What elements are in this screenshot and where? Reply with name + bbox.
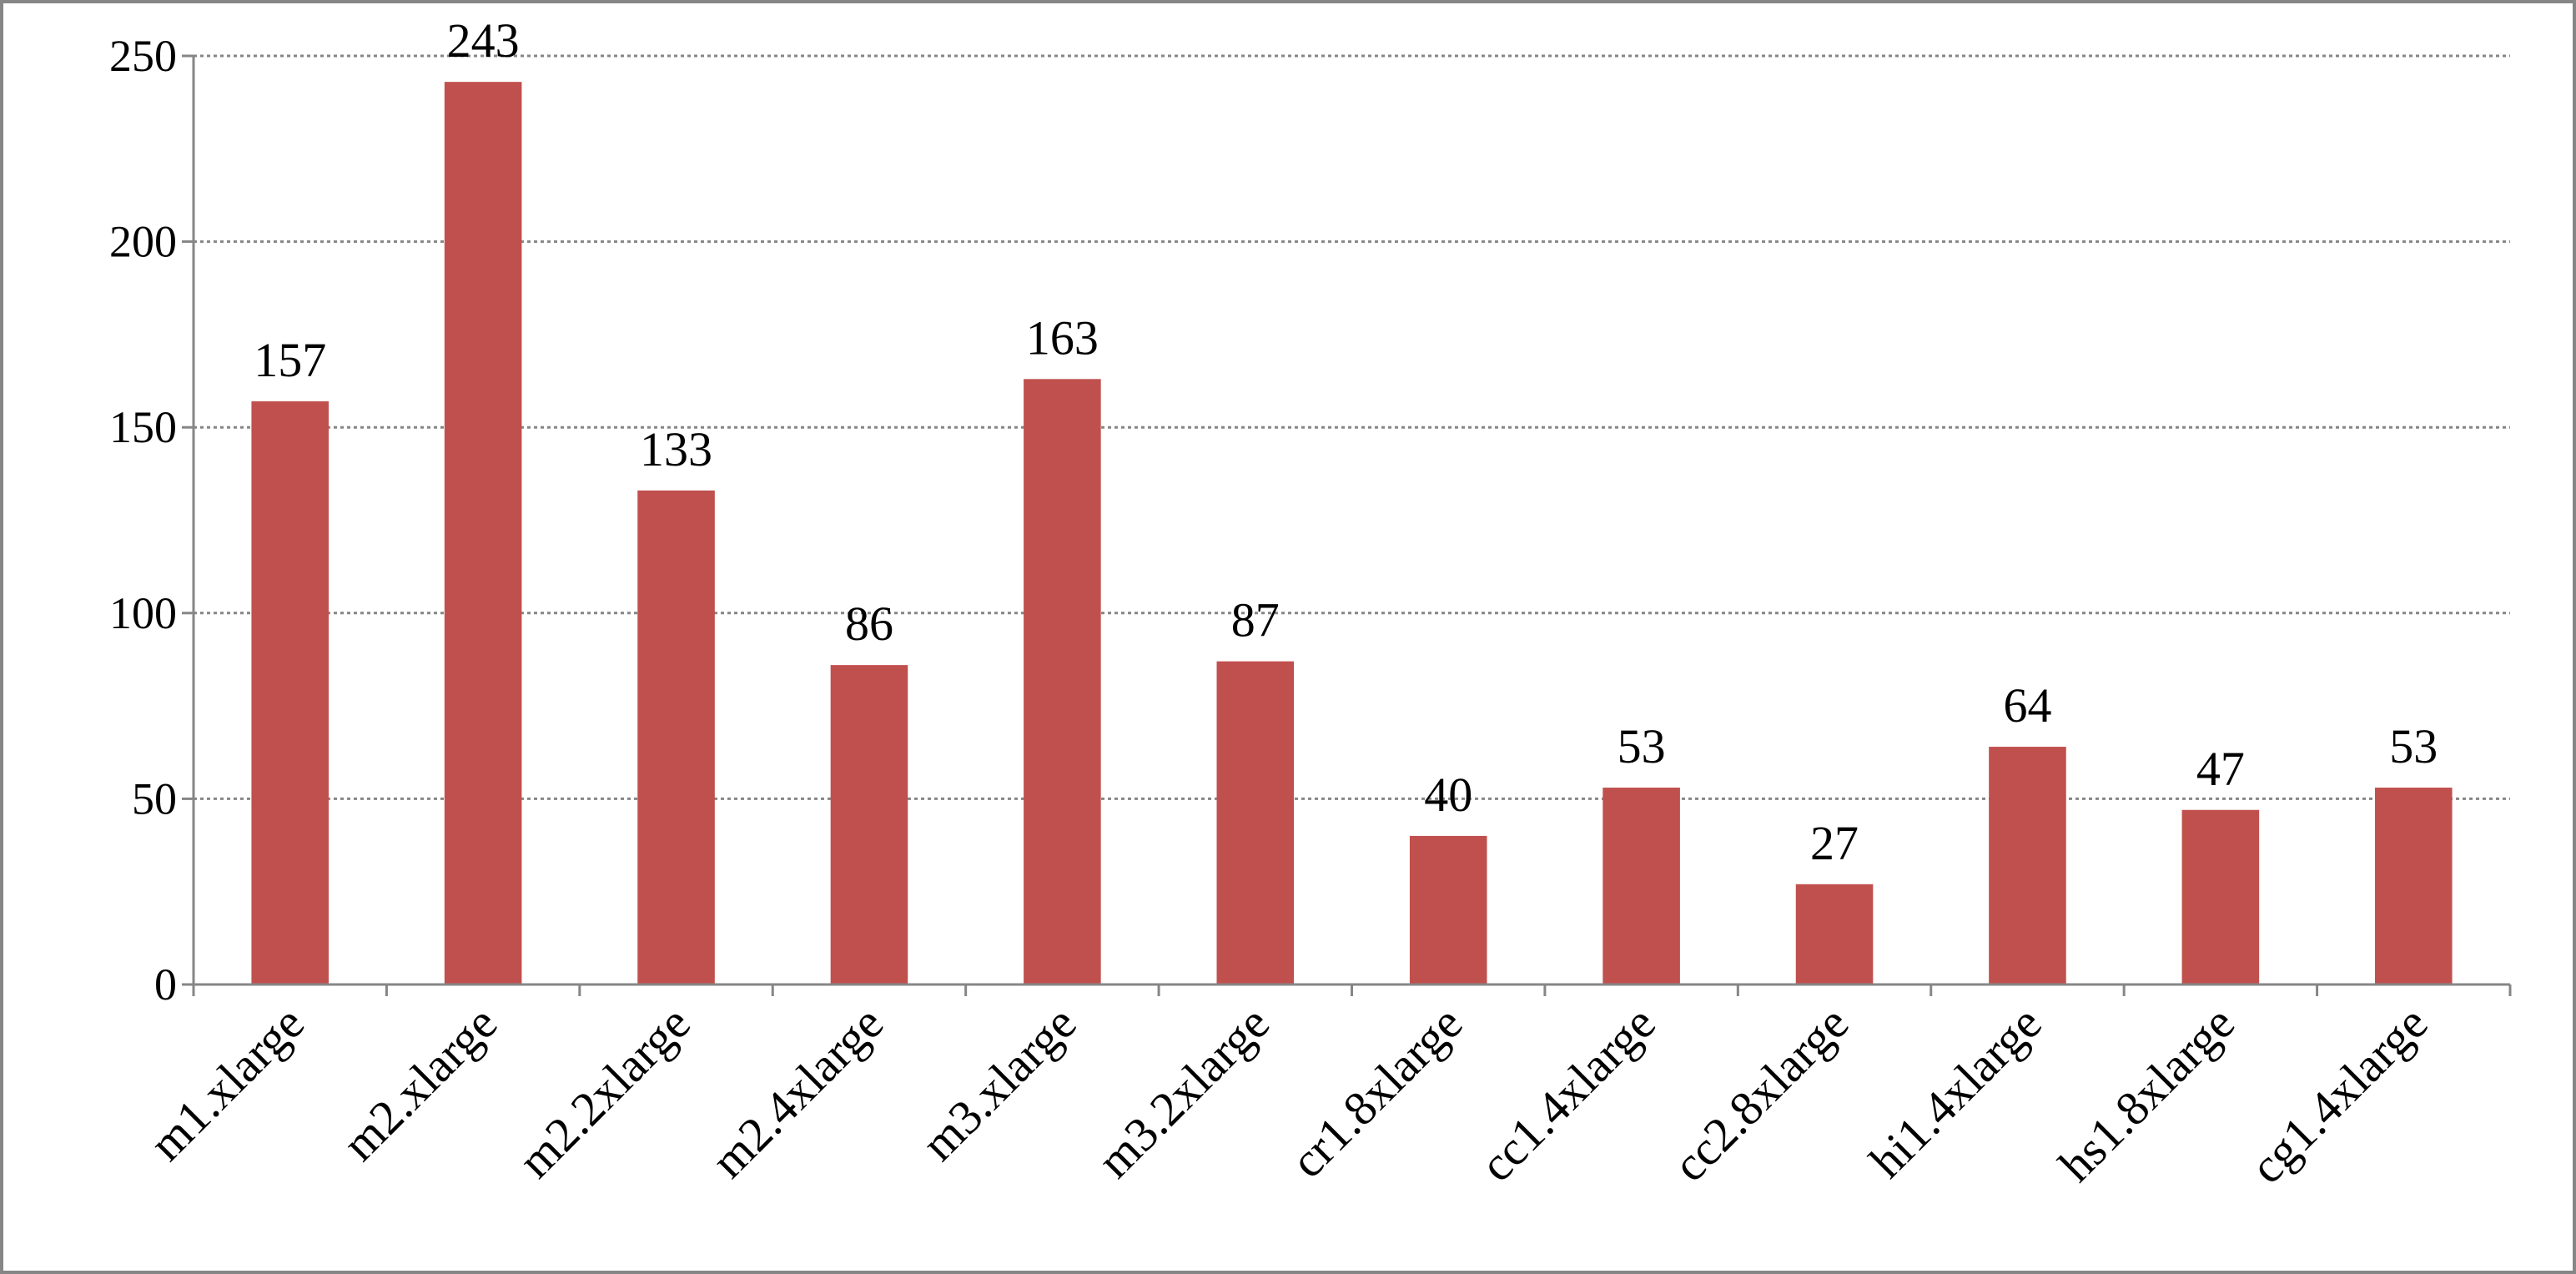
data-label: 243 [447, 13, 520, 68]
y-tick-label: 0 [154, 959, 177, 1010]
bar [2181, 809, 2260, 984]
bar [444, 82, 522, 984]
data-label: 86 [845, 597, 893, 651]
bar [1216, 661, 1295, 984]
y-tick-label: 100 [109, 588, 177, 638]
bar [1795, 884, 1874, 984]
y-tick-label: 50 [132, 773, 177, 823]
bar [1024, 379, 1101, 985]
y-tick-label: 150 [109, 402, 177, 452]
data-label: 64 [2003, 678, 2051, 733]
bar [1602, 788, 1680, 984]
data-label: 163 [1026, 310, 1099, 365]
data-label: 47 [2196, 742, 2245, 796]
data-label: 87 [1231, 593, 1280, 647]
data-label: 53 [1618, 719, 1666, 773]
bar [251, 401, 329, 984]
bar [1989, 747, 2066, 984]
bar [830, 665, 908, 984]
bar [1409, 835, 1487, 984]
data-label: 157 [254, 333, 326, 387]
data-label: 53 [2389, 719, 2438, 773]
data-label: 40 [1424, 768, 1472, 822]
bar [637, 490, 715, 984]
data-label: 133 [640, 422, 712, 476]
y-tick-label: 200 [109, 217, 177, 267]
data-label: 27 [1810, 816, 1859, 870]
y-tick-label: 250 [109, 31, 177, 81]
bar [2375, 788, 2453, 984]
